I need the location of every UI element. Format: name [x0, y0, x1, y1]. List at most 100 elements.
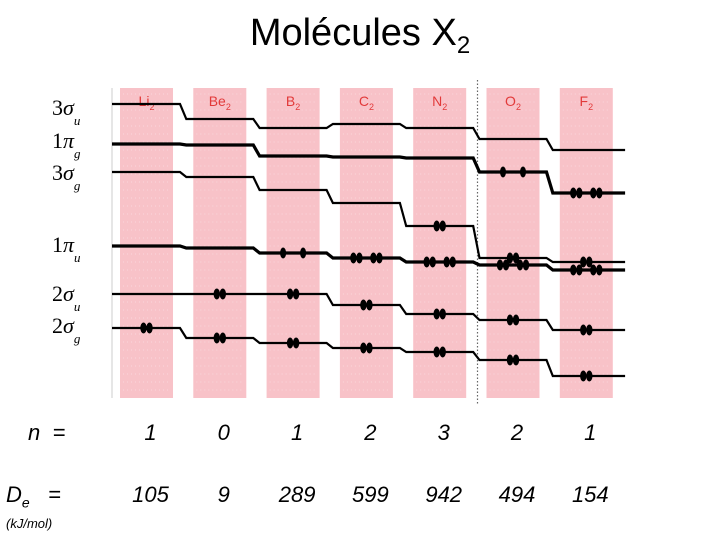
- column-f2: F2: [559, 88, 613, 398]
- electron-pair: [512, 252, 520, 264]
- column-band: [559, 88, 613, 398]
- column-band: [193, 88, 247, 398]
- electron-pair: [376, 252, 383, 264]
- electron-pair: [292, 288, 300, 300]
- electron-pair: [576, 187, 583, 199]
- electron-pair: [429, 256, 436, 268]
- orbital-label-3sg: 3σg: [52, 160, 81, 193]
- level-3su: [112, 102, 626, 152]
- electron-pair: [506, 354, 514, 366]
- orbital-label-2sg: 2σg: [52, 313, 81, 346]
- electron-pair: [570, 187, 577, 199]
- electron-pair: [423, 256, 430, 268]
- electron-pair: [506, 252, 514, 264]
- electron-pair: [219, 288, 226, 300]
- electron-pair: [586, 256, 593, 268]
- dissociation-energy-value: 942: [425, 482, 463, 507]
- column-band: [120, 88, 173, 398]
- electron-pair: [512, 314, 520, 326]
- dissociation-energy-value: 154: [571, 482, 609, 507]
- bond-order-value: 1: [584, 420, 597, 445]
- column-band: [413, 88, 467, 398]
- electron-pair: [350, 252, 357, 264]
- electron-pair: [502, 259, 510, 271]
- orbital-label-2su: 2σu: [52, 281, 81, 314]
- orbital-label-3su: 3σu: [52, 95, 81, 128]
- column-band: [266, 88, 320, 398]
- level-1pu: [112, 244, 626, 272]
- level-1pg: [112, 142, 626, 195]
- electron: [280, 247, 287, 259]
- electron-pair: [146, 322, 153, 334]
- bond-order-value: 2: [364, 420, 377, 445]
- dissociation-energy-value: 105: [132, 482, 169, 507]
- electron-pair: [516, 259, 524, 271]
- electron-pair: [213, 288, 220, 300]
- electron-pair: [570, 264, 577, 276]
- bond-order-label: n =: [28, 420, 66, 445]
- bond-order-value: 0: [217, 420, 230, 445]
- electron: [520, 166, 526, 178]
- column-o2: O2: [486, 88, 540, 398]
- electron-pair: [286, 288, 294, 300]
- column-li2: Li2: [120, 88, 173, 398]
- electron-pair: [360, 342, 367, 354]
- bond-order-value: 2: [510, 420, 524, 445]
- electron: [500, 166, 506, 178]
- electron-pair: [433, 346, 440, 358]
- electron-pair: [590, 264, 597, 276]
- electron-pair: [370, 252, 377, 264]
- electron-pair: [522, 259, 530, 271]
- column-c2: C2: [339, 88, 393, 398]
- electron-pair: [292, 337, 300, 349]
- column-b2: B2: [266, 88, 320, 398]
- dissociation-energy-label: De =: [6, 482, 61, 511]
- electron-pair: [219, 332, 226, 344]
- electron-pair: [576, 264, 583, 276]
- electron-pair: [433, 308, 440, 320]
- electron-pair: [213, 332, 220, 344]
- electron-pair: [580, 324, 587, 336]
- electron-pair: [590, 187, 597, 199]
- electron-pair: [366, 299, 373, 311]
- electron-pair: [512, 354, 520, 366]
- electron-pair: [356, 252, 363, 264]
- dissociation-energy-value: 599: [352, 482, 389, 507]
- electron-pair: [433, 220, 440, 232]
- electron-pair: [439, 308, 446, 320]
- page-title: Molécules X2: [249, 12, 471, 59]
- bond-order-value: 1: [144, 420, 157, 445]
- dissociation-energy-value: 289: [278, 482, 316, 507]
- column-band: [486, 88, 540, 398]
- electron-pair: [496, 259, 504, 271]
- column-band: [339, 88, 393, 398]
- electron-pair: [449, 256, 456, 268]
- bond-order-value: 3: [437, 420, 450, 445]
- electron-pair: [439, 220, 446, 232]
- molecule-label: Be2: [209, 93, 231, 112]
- electron-pair: [506, 314, 514, 326]
- electron-pair: [580, 256, 587, 268]
- column-be2: Be2: [193, 88, 247, 398]
- electron-pair: [596, 264, 603, 276]
- electron-pair: [439, 346, 446, 358]
- orbital-label-1pg: 1πg: [52, 128, 81, 161]
- bond-order-value: 1: [290, 420, 304, 445]
- electron-pair: [366, 342, 373, 354]
- electron-pair: [586, 370, 593, 382]
- electron-pair: [443, 256, 450, 268]
- electron-pair: [360, 299, 367, 311]
- electron-pair: [596, 187, 603, 199]
- electron-pair: [286, 337, 294, 349]
- level-3sg: [112, 170, 626, 264]
- electron-pair: [580, 370, 587, 382]
- column-n2: N2: [413, 88, 467, 398]
- dissociation-energy-value: 494: [498, 482, 536, 507]
- orbital-label-1pu: 1πu: [52, 232, 81, 265]
- electron-pair: [140, 322, 147, 334]
- dissociation-energy-value: 9: [217, 482, 230, 507]
- electron: [300, 247, 307, 259]
- energy-unit: (kJ/mol): [6, 516, 53, 531]
- electron-pair: [586, 324, 593, 336]
